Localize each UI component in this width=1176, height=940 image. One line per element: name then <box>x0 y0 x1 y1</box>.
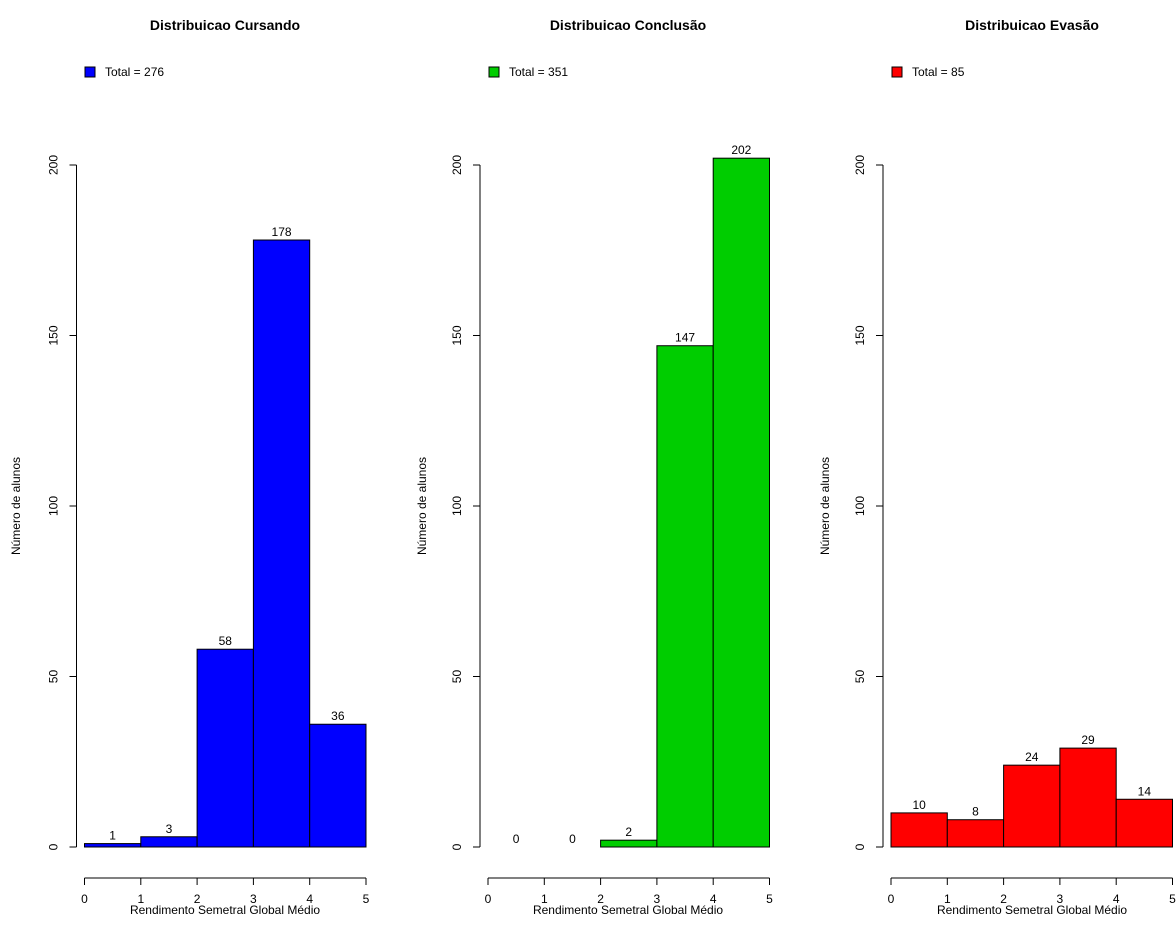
x-axis-label: Rendimento Semetral Global Médio <box>130 903 320 917</box>
legend-swatch <box>891 66 903 78</box>
y-axis-label: Número de alunos <box>818 457 832 555</box>
x-tick-label: 4 <box>1113 892 1120 906</box>
x-tick-label: 4 <box>710 892 717 906</box>
chart-title: Distribuicao Cursando <box>150 17 300 33</box>
bar <box>1059 747 1117 848</box>
x-tick-label: 0 <box>81 892 88 906</box>
bar <box>196 648 254 848</box>
legend-swatch <box>488 66 500 78</box>
legend-label: Total = 351 <box>509 65 568 79</box>
x-axis: 0 1 2 3 4 5 <box>485 877 773 906</box>
bar <box>1003 764 1061 848</box>
y-tick-label: 50 <box>853 670 867 684</box>
x-tick-label: 1 <box>137 892 144 906</box>
panel-conclusao: Distribuicao Conclusão Total = 351 Rendi… <box>415 17 773 917</box>
y-axis-label: Número de alunos <box>9 457 23 555</box>
bar <box>890 812 948 848</box>
x-axis-label: Rendimento Semetral Global Médio <box>533 903 723 917</box>
y-tick-label: 0 <box>853 843 867 850</box>
y-axis: 0 50 100 150 200 <box>853 155 884 850</box>
x-tick-label: 0 <box>888 892 895 906</box>
x-tick-label: 1 <box>944 892 951 906</box>
x-tick-label: 2 <box>1000 892 1007 906</box>
y-tick-label: 200 <box>47 155 61 175</box>
panel-evasao: Distribuicao Evasão Total = 85 Rendiment… <box>818 17 1176 917</box>
bars: 1 3 58 178 36 <box>84 225 367 848</box>
y-axis: 0 50 100 150 200 <box>47 155 77 850</box>
bar-value-label: 202 <box>731 143 751 157</box>
bar <box>84 843 142 848</box>
bar <box>252 239 311 848</box>
bar-value-label: 29 <box>1081 733 1095 747</box>
x-tick-label: 5 <box>363 892 370 906</box>
y-tick-label: 150 <box>450 325 464 345</box>
y-tick-label: 100 <box>47 496 61 516</box>
bar-value-label: 3 <box>166 822 173 836</box>
bar-value-label: 10 <box>912 798 926 812</box>
y-tick-label: 200 <box>450 155 464 175</box>
panel-cursando: Distribuicao Cursando Total = 276 Rendim… <box>9 17 370 917</box>
bar-value-label: 0 <box>513 832 520 846</box>
y-axis: 0 50 100 150 200 <box>450 155 481 850</box>
bar <box>656 345 714 848</box>
y-tick-label: 50 <box>47 670 61 684</box>
y-axis-label: Número de alunos <box>415 457 429 555</box>
x-tick-label: 3 <box>1057 892 1064 906</box>
bar-value-label: 147 <box>675 331 695 345</box>
y-tick-label: 200 <box>853 155 867 175</box>
y-tick-label: 100 <box>853 496 867 516</box>
bars: 10 8 24 29 14 <box>890 733 1173 848</box>
x-tick-label: 3 <box>250 892 257 906</box>
y-tick-label: 50 <box>450 670 464 684</box>
x-axis: 0 1 2 3 4 5 <box>888 877 1176 906</box>
x-tick-label: 4 <box>306 892 313 906</box>
bar-value-label: 0 <box>569 832 576 846</box>
y-tick-label: 0 <box>450 843 464 850</box>
bars: 0 0 2 147 202 <box>513 143 771 848</box>
legend-label: Total = 276 <box>105 65 164 79</box>
legend-swatch <box>84 66 96 78</box>
x-tick-label: 5 <box>766 892 773 906</box>
bar-value-label: 58 <box>219 634 233 648</box>
x-tick-label: 3 <box>654 892 661 906</box>
x-tick-label: 0 <box>485 892 492 906</box>
x-tick-label: 1 <box>541 892 548 906</box>
x-tick-label: 5 <box>1169 892 1176 906</box>
bar <box>309 723 367 848</box>
y-tick-label: 100 <box>450 496 464 516</box>
x-axis-label: Rendimento Semetral Global Médio <box>937 903 1127 917</box>
y-tick-label: 150 <box>47 325 61 345</box>
bar <box>946 819 1005 848</box>
bar-value-label: 178 <box>272 225 292 239</box>
y-tick-label: 0 <box>47 843 61 850</box>
chart-title: Distribuicao Evasão <box>965 17 1099 33</box>
chart-title: Distribuicao Conclusão <box>550 17 706 33</box>
bar-value-label: 36 <box>331 709 345 723</box>
bar <box>1115 798 1173 848</box>
bar-value-label: 24 <box>1025 750 1039 764</box>
bar <box>600 839 658 848</box>
bar <box>140 836 198 848</box>
bar-value-label: 14 <box>1138 784 1152 798</box>
x-axis: 0 1 2 3 4 5 <box>81 877 370 906</box>
x-tick-label: 2 <box>597 892 604 906</box>
bar <box>712 157 771 848</box>
bar-value-label: 2 <box>625 825 632 839</box>
y-tick-label: 150 <box>853 325 867 345</box>
bar-value-label: 8 <box>972 805 979 819</box>
bar-value-label: 1 <box>109 829 116 843</box>
legend-label: Total = 85 <box>912 65 965 79</box>
x-tick-label: 2 <box>194 892 201 906</box>
